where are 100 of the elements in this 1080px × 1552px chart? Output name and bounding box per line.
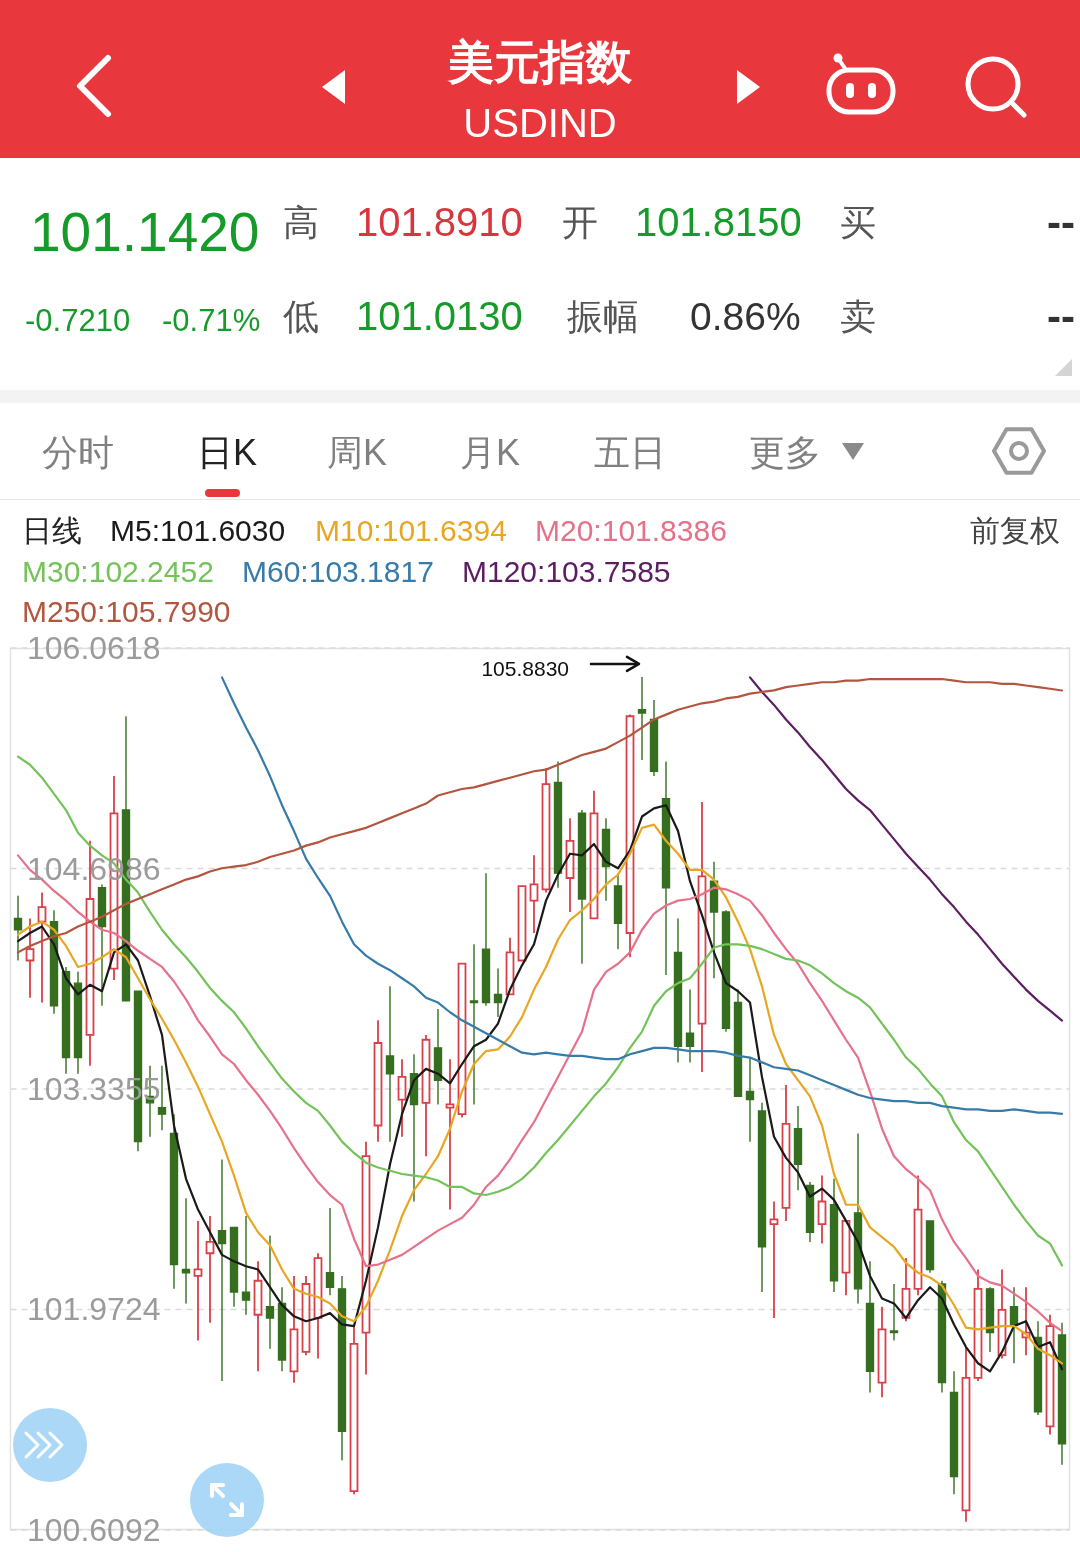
candlestick (493, 967, 503, 1018)
y-tick-label: 100.6092 (27, 1512, 161, 1548)
candlestick (241, 1215, 251, 1316)
candlestick (253, 1260, 263, 1373)
candlestick (1045, 1313, 1055, 1436)
candlestick (529, 854, 539, 934)
candlestick (409, 1053, 419, 1203)
text: 分时 (42, 431, 114, 473)
candlestick (1021, 1286, 1031, 1357)
chart-subtitle: USDIND (463, 101, 617, 145)
text: 0.86% (690, 294, 801, 338)
candlestick (217, 1158, 227, 1382)
candlestick (385, 985, 395, 1143)
candlestick (337, 1275, 347, 1462)
candlestick (877, 1305, 887, 1399)
candlestick (73, 971, 83, 1075)
candlestick (805, 1181, 815, 1243)
candlestick (757, 1102, 767, 1293)
candlestick (745, 1056, 755, 1143)
candlestick (397, 1058, 407, 1138)
text: 低 (283, 295, 319, 337)
text: 日K (196, 431, 258, 473)
text: 101.8150 (635, 200, 802, 244)
text: 前复权 (970, 513, 1060, 547)
candlestick (625, 713, 635, 959)
candlestick (889, 1283, 899, 1342)
candlestick (829, 1178, 839, 1293)
line-series (16, 755, 1064, 1267)
candlestick (481, 872, 491, 1007)
candlestick (673, 917, 683, 1064)
line-series (748, 676, 1064, 1022)
text: M250:105.7990 (22, 594, 231, 628)
candlestick (61, 966, 71, 1075)
candlestick (505, 936, 515, 996)
candlestick (601, 817, 611, 902)
y-tick-label: 106.0618 (27, 630, 161, 666)
text: 101.8910 (356, 200, 523, 244)
text: -0.7210 (25, 302, 131, 338)
text: 更多 (749, 431, 821, 473)
candlestick (97, 883, 107, 1007)
candlestick (925, 1220, 935, 1274)
text: 振幅 (567, 295, 639, 337)
candlestick (949, 1370, 959, 1495)
candlestick (25, 917, 35, 999)
text: 日线 (22, 513, 82, 547)
candlestick (901, 1257, 911, 1323)
candlestick (289, 1275, 299, 1384)
candlestick (541, 767, 551, 894)
candlestick (1009, 1286, 1019, 1364)
candlestick (445, 1058, 455, 1211)
candlestick (301, 1275, 311, 1357)
text: M60:103.1817 (242, 554, 434, 588)
text: 月K (459, 431, 521, 473)
text: M10:101.6394 (315, 513, 507, 547)
candlestick (637, 676, 647, 761)
candlestick (709, 861, 719, 979)
candlestick (181, 1197, 191, 1305)
candlestick (1057, 1321, 1067, 1466)
line-series (220, 676, 1064, 1115)
candlestick (853, 1132, 863, 1305)
text: 五日 (594, 431, 666, 473)
candlestick (325, 1207, 335, 1297)
candlestick (169, 1113, 179, 1290)
candlestick (349, 1325, 359, 1496)
candlestick (973, 1268, 983, 1382)
text: M30:102.2452 (22, 554, 214, 588)
text: M20:101.8386 (535, 513, 727, 547)
candlestick (661, 760, 671, 976)
candlestick (553, 760, 563, 889)
candlestick (721, 909, 731, 1033)
text: -0.71% (162, 302, 261, 338)
y-tick-label: 101.9724 (27, 1291, 161, 1328)
candlestick (421, 1033, 431, 1158)
candlestick (373, 1019, 383, 1143)
candlestick (13, 895, 23, 962)
candlestick (937, 1280, 947, 1394)
candlestick (697, 801, 707, 1073)
text: 高 (283, 201, 319, 243)
candlestick (589, 789, 599, 920)
candlestick (769, 1200, 779, 1319)
candlestick (781, 1084, 791, 1222)
candlestick (793, 1105, 803, 1191)
candlestick (229, 1226, 239, 1308)
candlestick (565, 817, 575, 913)
candlestick (517, 885, 527, 962)
candlestick (817, 1174, 827, 1245)
candlestick (649, 699, 659, 777)
candlestick (157, 1064, 167, 1132)
text: 卖 (840, 295, 876, 337)
candlestick (961, 1346, 971, 1523)
candlestick (865, 1260, 875, 1394)
candlestick (457, 962, 467, 1119)
candlestick (841, 1220, 851, 1297)
candlestick (1033, 1320, 1043, 1416)
text: 101.0130 (356, 294, 523, 338)
candlestick (265, 1234, 275, 1350)
candlestick (205, 1215, 215, 1324)
line-series (16, 677, 1064, 954)
candlestick (433, 1008, 443, 1106)
candlestick (913, 1174, 923, 1297)
